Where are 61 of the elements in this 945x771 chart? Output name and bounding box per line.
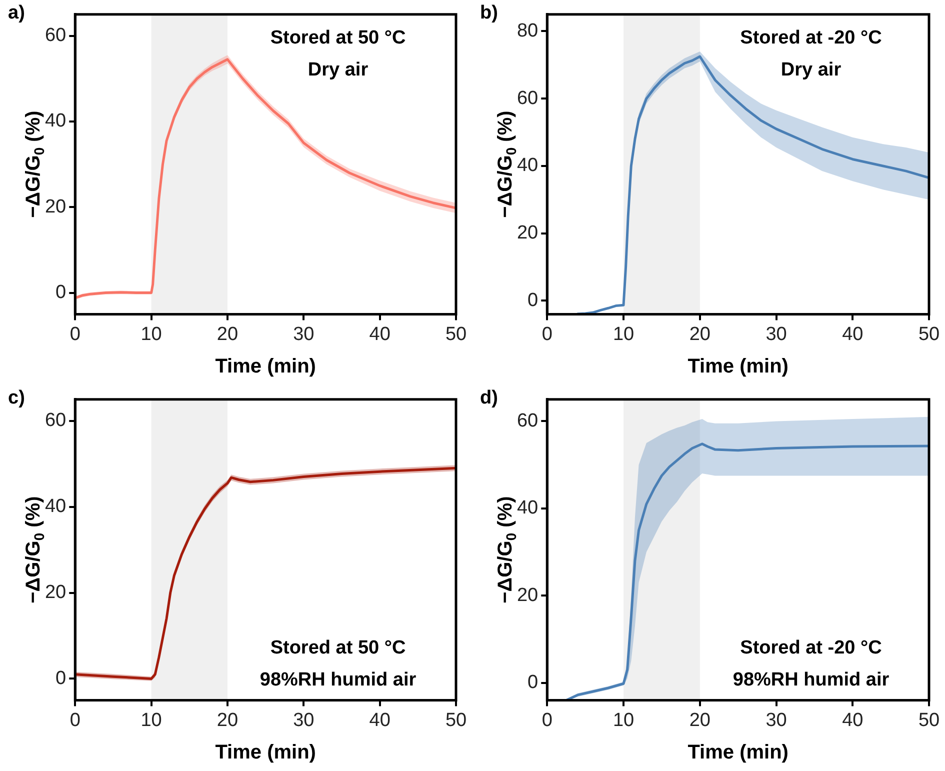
y-tick-label: 0	[56, 668, 66, 689]
x-tick-label: 20	[216, 710, 238, 731]
x-tick-label: 30	[766, 710, 787, 731]
y-axis-title: −ΔG/G0 (%)	[22, 110, 47, 218]
y-axis-title: −ΔG/G0 (%)	[494, 496, 519, 604]
y-axis-title: −ΔG/G0 (%)	[22, 496, 47, 604]
x-tick-label: 10	[612, 324, 634, 345]
y-tick-label: 60	[44, 25, 66, 46]
annotation: Stored at -20 °C	[740, 28, 882, 49]
x-tick-label: 0	[70, 710, 80, 731]
annotation: Dry air	[308, 60, 369, 81]
chart-title: c)	[8, 388, 25, 409]
x-tick-label: 0	[542, 710, 552, 731]
x-tick-label: 50	[918, 710, 940, 731]
x-tick-label: 0	[70, 324, 80, 345]
x-tick-label: 20	[689, 324, 710, 345]
annotation: Dry air	[780, 60, 842, 81]
y-tick-label: 0	[528, 672, 538, 693]
annotation: 98%RH humid air	[260, 669, 417, 690]
y-tick-label: 40	[516, 498, 538, 519]
x-tick-label: 50	[445, 710, 467, 731]
y-tick-label: 40	[516, 155, 538, 176]
x-tick-label: 40	[369, 324, 390, 345]
chart-title: a)	[8, 2, 25, 24]
y-tick-label: 0	[528, 290, 538, 311]
x-axis-title: Time (min)	[688, 742, 788, 764]
x-tick-label: 0	[542, 324, 552, 345]
y-tick-label: 20	[44, 582, 66, 604]
chart-title: b)	[480, 2, 498, 24]
x-tick-label: 40	[842, 324, 864, 345]
annotation: 98%RH humid air	[732, 669, 890, 690]
y-tick-label: 20	[516, 584, 538, 606]
x-tick-label: 20	[689, 710, 710, 731]
y-tick-label: 60	[516, 410, 538, 432]
chart-title: d)	[480, 388, 498, 409]
x-tick-label: 40	[369, 710, 390, 731]
y-tick-label: 40	[44, 496, 66, 518]
annotation: Stored at 50 °C	[270, 637, 406, 658]
y-tick-label: 60	[44, 410, 66, 432]
x-axis-title: Time (min)	[215, 742, 316, 764]
y-tick-label: 40	[44, 110, 66, 132]
y-axis-title: −ΔG/G0 (%)	[494, 110, 519, 218]
annotation: Stored at -20 °C	[740, 637, 882, 658]
x-tick-label: 10	[140, 324, 162, 345]
x-tick-label: 30	[293, 710, 314, 731]
annotation: Stored at 50 °C	[270, 28, 406, 49]
y-tick-label: 20	[516, 222, 538, 244]
x-tick-label: 50	[445, 324, 467, 345]
y-tick-label: 80	[516, 20, 538, 42]
y-tick-label: 0	[56, 282, 66, 304]
x-tick-label: 10	[612, 710, 634, 731]
x-axis-title: Time (min)	[688, 356, 788, 378]
x-tick-label: 30	[766, 324, 787, 345]
y-tick-label: 60	[516, 88, 538, 109]
y-tick-label: 20	[44, 196, 66, 218]
x-tick-label: 50	[918, 324, 940, 345]
x-tick-label: 20	[216, 324, 238, 345]
x-tick-label: 40	[842, 710, 864, 731]
x-axis-title: Time (min)	[215, 356, 316, 378]
x-tick-label: 10	[140, 710, 162, 731]
x-tick-label: 30	[293, 324, 314, 345]
